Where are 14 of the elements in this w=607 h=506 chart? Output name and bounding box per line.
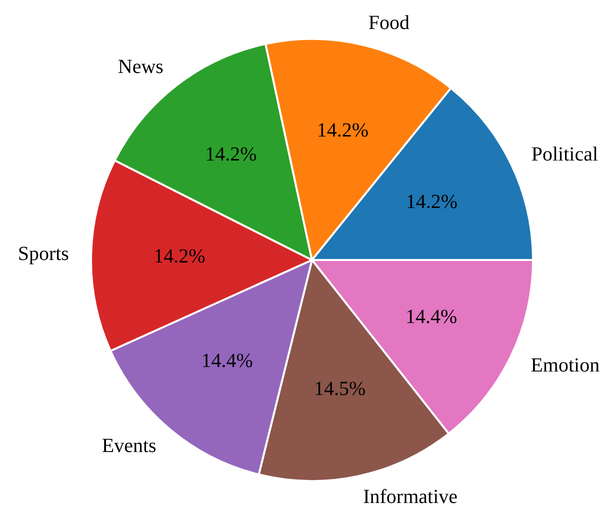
data-label: 14.4%: [405, 306, 458, 328]
slice-label: Emotion: [530, 354, 600, 376]
data-label: 14.5%: [314, 378, 366, 400]
slice-label: Informative: [363, 486, 458, 506]
slice-label: Sports: [18, 242, 70, 265]
data-label: 14.2%: [406, 191, 458, 214]
slice-label: Food: [368, 12, 410, 34]
slice-label: News: [118, 56, 164, 78]
slice-label: Political: [531, 143, 598, 166]
data-label: 14.2%: [316, 119, 369, 142]
slice-label: Events: [102, 434, 157, 457]
data-label: 14.4%: [201, 350, 253, 372]
data-label: 14.2%: [154, 245, 206, 268]
data-label: 14.2%: [205, 143, 257, 166]
